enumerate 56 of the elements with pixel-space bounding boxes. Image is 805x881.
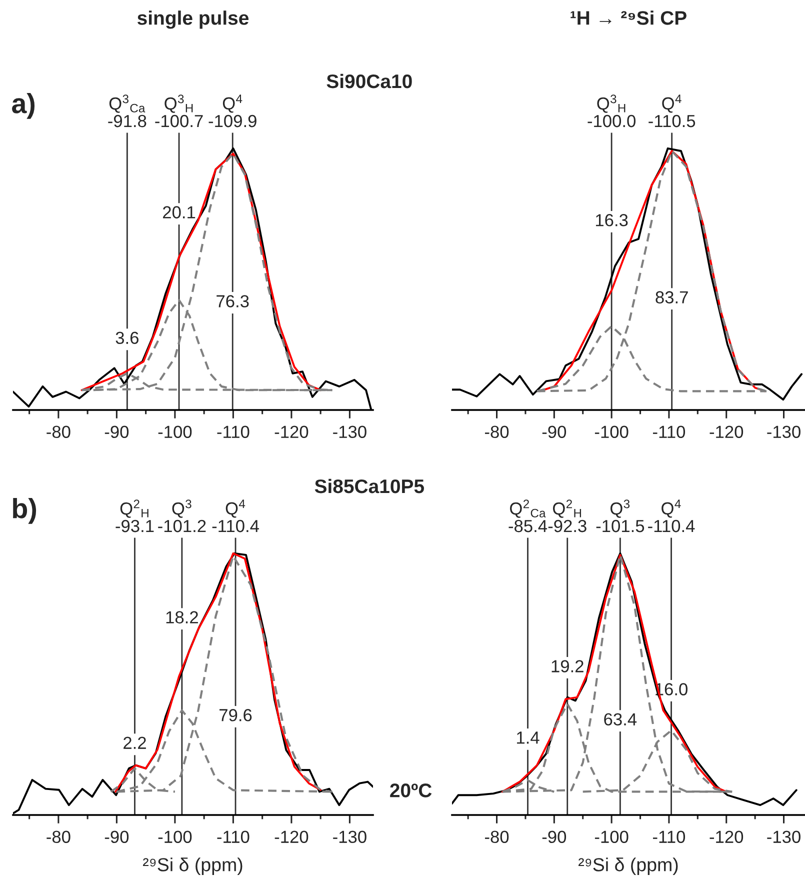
x-tick-label: -130 (333, 830, 366, 844)
ref-line-label: Q$^{3}$$_{H}$ -100.7 (155, 94, 203, 128)
ref-line-label: Q$^{2}$$_{Ca}$ -85.4 (508, 500, 548, 532)
text: Si90Ca10 (326, 74, 412, 88)
ref-line-label: Q$^{4}$ -109.9 (208, 94, 256, 128)
x-tick-label: -110 (653, 830, 686, 844)
annotation: 1.4 (517, 732, 540, 744)
annotation: 19.2 (552, 660, 584, 672)
annotation: 20.1 (163, 206, 196, 218)
ref-line-label: Q$^{4}$ -110.5 (648, 94, 696, 128)
x-tick-label: -90 (104, 426, 129, 438)
ref-line-label: Q$^{4}$ -110.4 (648, 500, 695, 532)
x-tick-label: -120 (710, 830, 744, 844)
chart-title: single pulse (138, 10, 249, 29)
x-tick-label: -80 (484, 830, 509, 844)
text: Si85Ca10P5 (314, 478, 424, 494)
x-tick-label: -130 (767, 830, 800, 844)
annotation: 76.3 (216, 295, 249, 308)
annotation: 16.3 (596, 214, 628, 226)
x-tick-label: -100 (158, 830, 192, 844)
x-tick-label: -90 (542, 426, 566, 438)
annotation: 63.4 (604, 713, 637, 726)
ref-line-label: Q$^{4}$ -110.4 (212, 500, 259, 532)
x-tick-label: -120 (274, 830, 308, 844)
x-tick-label: -90 (104, 830, 129, 844)
x-tick-label: -110 (217, 830, 250, 844)
x-tick-label: -120 (710, 426, 744, 438)
text: 20ºC (390, 784, 432, 798)
ref-line-label: Q$^{3}$$_{Ca}$ -91.8 (108, 94, 146, 128)
x-tick-label: -80 (46, 830, 70, 844)
x-tick-label: -90 (542, 830, 566, 844)
x-tick-label: -100 (594, 426, 628, 438)
x-axis-title: ²⁹Si δ (ppm) (578, 858, 678, 876)
x-tick-label: -130 (767, 426, 800, 438)
text: a) (12, 92, 35, 119)
ref-line-label: Q$^{2}$$_{H}$ -92.3 (548, 500, 586, 532)
ref-line-label: Q$^{3}$$_{H}$ -100.0 (588, 94, 636, 128)
x-tick-label: -110 (653, 426, 686, 438)
annotation: 79.6 (220, 709, 252, 722)
x-tick-label: -100 (158, 426, 192, 438)
ref-line-label: Q$^{3}$ -101.5 (596, 500, 644, 532)
x-tick-label: -130 (333, 426, 366, 438)
x-axis-title: ²⁹Si δ (ppm) (142, 858, 242, 876)
x-tick-label: -110 (217, 426, 250, 438)
x-tick-label: -100 (594, 830, 628, 844)
ref-line-label: Q$^{2}$$_{H}$ -93.1 (116, 500, 154, 532)
ref-line-label: Q$^{3}$ -101.2 (158, 500, 206, 532)
chart-title: ¹H → ²⁹Si CP (570, 10, 686, 25)
text: b) (13, 498, 36, 524)
x-tick-label: -80 (484, 426, 509, 438)
x-tick-label: -120 (274, 426, 308, 438)
annotation: 2.2 (124, 736, 146, 749)
x-tick-label: -80 (46, 426, 70, 438)
annotation: 83.7 (656, 291, 688, 304)
annotation: 18.2 (166, 611, 198, 624)
annotation: 3.6 (116, 332, 138, 344)
